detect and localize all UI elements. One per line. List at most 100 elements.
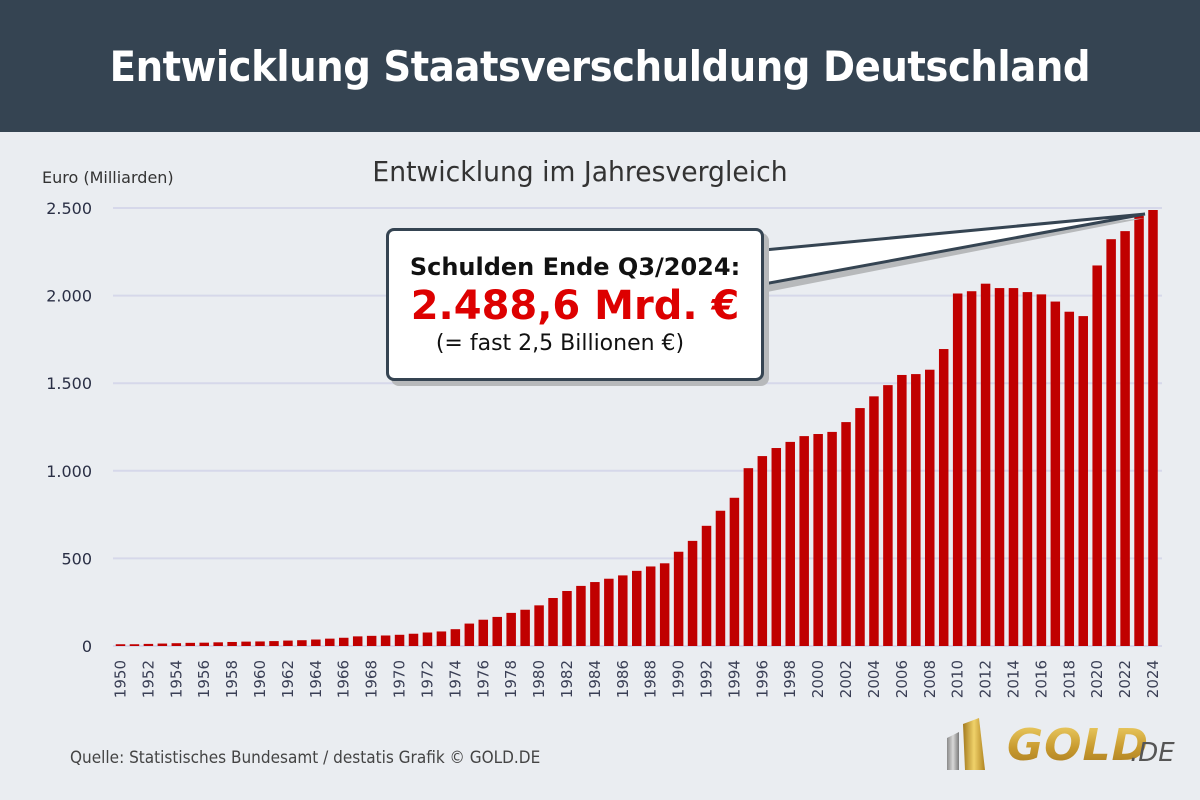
- y-tick-label: 1.500: [46, 374, 92, 393]
- bar-1979: [520, 609, 530, 646]
- bar-1998: [785, 441, 795, 646]
- x-tick-label: 1998: [781, 660, 799, 698]
- bar-1958: [227, 641, 237, 646]
- gold-bars-icon: [947, 718, 985, 770]
- bar-2023: [1134, 215, 1144, 646]
- x-tick-label: 2020: [1088, 660, 1106, 698]
- pointer-wedge: [762, 212, 1146, 286]
- bar-2020: [1092, 265, 1102, 646]
- y-axis-ticks: 0 500 1.000 1.500 2.000 2.500: [46, 199, 92, 656]
- x-tick-label: 1970: [391, 660, 409, 698]
- bar-1965: [325, 638, 335, 646]
- x-tick-label: 2002: [837, 660, 855, 698]
- bar-1951: [129, 644, 140, 646]
- bar-2007: [911, 374, 921, 646]
- bar-1996: [757, 456, 768, 646]
- bar-2008: [925, 369, 935, 646]
- x-tick-label: 1960: [251, 660, 269, 698]
- x-tick-label: 1976: [474, 660, 492, 698]
- bar-2018: [1064, 311, 1075, 646]
- bar-1973: [436, 631, 447, 646]
- x-tick-label: 1964: [307, 660, 325, 698]
- bar-1983: [576, 585, 586, 646]
- bars: [115, 209, 1158, 646]
- x-tick-label: 1972: [418, 660, 436, 698]
- bar-1993: [715, 510, 726, 646]
- chart-title: Entwicklung im Jahresvergleich: [372, 155, 788, 188]
- logo-word: GOLD: [1007, 720, 1150, 771]
- bar-1986: [618, 575, 628, 646]
- bar-2010: [952, 293, 963, 646]
- bar-1969: [380, 635, 391, 646]
- bar-1984: [590, 582, 600, 646]
- bar-2002: [841, 422, 851, 646]
- bar-1950: [115, 644, 126, 646]
- bar-1977: [492, 616, 502, 646]
- x-tick-label: 1968: [363, 660, 381, 698]
- bar-1994: [729, 497, 740, 646]
- bar-1974: [450, 629, 461, 646]
- bar-1990: [673, 551, 684, 646]
- bar-2012: [980, 283, 991, 646]
- y-tick-label: 2.000: [46, 287, 92, 306]
- bar-2013: [994, 288, 1005, 646]
- x-tick-label: 2022: [1116, 660, 1134, 698]
- bar-1954: [171, 643, 182, 646]
- bar-1991: [687, 540, 698, 646]
- x-tick-label: 1994: [725, 660, 743, 698]
- x-tick-label: 2014: [1004, 660, 1022, 698]
- logo-tld: .DE: [1130, 738, 1175, 768]
- bar-1952: [143, 643, 154, 646]
- bar-2004: [869, 396, 879, 646]
- bar-1970: [394, 634, 405, 646]
- callout-value: 2.488,6 Mrd. €: [410, 283, 740, 329]
- bar-2022: [1120, 231, 1130, 646]
- gold-de-logo: GOLD .DE: [945, 714, 1175, 774]
- bar-2003: [855, 408, 865, 646]
- x-tick-label: 1950: [112, 660, 130, 698]
- page-title: Entwicklung Staatsverschuldung Deutschla…: [109, 41, 1091, 91]
- bar-2009: [938, 349, 949, 646]
- x-tick-label: 2018: [1060, 660, 1078, 698]
- bar-2019: [1078, 316, 1088, 646]
- bar-1988: [645, 566, 656, 646]
- x-tick-label: 2004: [865, 660, 883, 698]
- bar-1957: [213, 642, 223, 646]
- y-tick-label: 0: [82, 637, 92, 656]
- x-tick-label: 2006: [893, 660, 911, 698]
- x-tick-label: 1986: [614, 660, 632, 698]
- x-tick-label: 1984: [586, 660, 604, 698]
- bar-2006: [897, 374, 907, 646]
- bar-1981: [548, 597, 558, 646]
- x-axis-ticks: 1950 1952 1954 1956 1958 1960 1962 1964 1966 1968…: [112, 660, 1163, 698]
- bar-1999: [799, 436, 809, 646]
- x-tick-label: 1982: [558, 660, 576, 698]
- bar-1968: [366, 635, 377, 646]
- callout-pointer: [762, 212, 1146, 292]
- x-tick-label: 2000: [809, 660, 827, 698]
- bar-1953: [157, 643, 168, 646]
- x-tick-label: 1996: [753, 660, 771, 698]
- y-tick-label: 1.000: [46, 462, 92, 481]
- bar-1980: [534, 605, 544, 646]
- x-tick-label: 1954: [167, 660, 185, 698]
- callout-box: Schulden Ende Q3/2024: 2.488,6 Mrd. € (=…: [386, 228, 764, 381]
- x-tick-label: 1962: [279, 660, 297, 698]
- bar-1975: [464, 623, 475, 646]
- bar-1987: [632, 570, 642, 646]
- bar-2017: [1050, 301, 1061, 646]
- bar-2001: [827, 431, 837, 646]
- source-credit: Quelle: Statistisches Bundesamt / destat…: [70, 748, 541, 768]
- bar-1985: [604, 578, 614, 646]
- bar-1995: [743, 468, 754, 646]
- y-tick-label: 2.500: [46, 199, 92, 218]
- bar-2015: [1022, 292, 1033, 646]
- bar-2005: [883, 385, 893, 646]
- bar-1972: [422, 632, 433, 646]
- x-tick-label: 1980: [530, 660, 548, 698]
- x-tick-label: 2016: [1032, 660, 1050, 698]
- x-tick-label: 2012: [977, 660, 995, 698]
- bar-1978: [506, 612, 516, 646]
- bar-1962: [283, 640, 293, 646]
